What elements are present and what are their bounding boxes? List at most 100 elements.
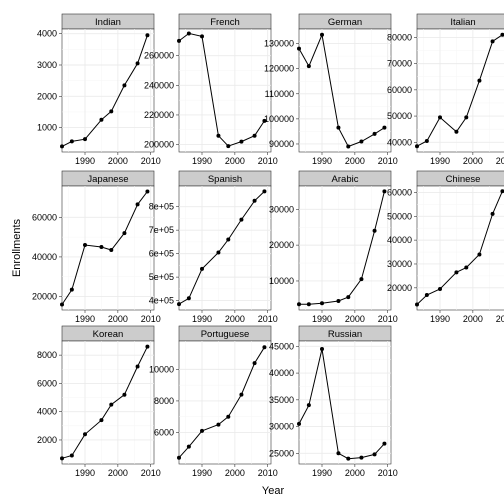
data-point-italian <box>464 115 469 120</box>
x-tick-label: 2010 <box>258 468 278 478</box>
x-tick-label: 1990 <box>312 468 332 478</box>
strip-label-italian: Italian <box>450 17 475 28</box>
data-point-german <box>336 125 341 130</box>
panel-german: German 1990 2000 2010 90000 100000 110000 12000… <box>264 13 398 166</box>
plot-area-indian <box>61 28 155 153</box>
y-tick-label: 40000 <box>387 137 412 147</box>
data-point-arabic <box>346 295 351 300</box>
data-point-japanese <box>122 231 127 236</box>
x-tick-label: 2010 <box>496 156 504 166</box>
x-tick-label: 1990 <box>192 156 212 166</box>
data-point-portuguese <box>216 422 221 427</box>
data-point-german <box>382 125 387 130</box>
data-point-indian <box>109 109 114 114</box>
x-tick-label: 1990 <box>312 156 332 166</box>
data-point-german <box>359 139 364 144</box>
y-tick-label: 40000 <box>269 368 294 378</box>
strip-label-russian: Russian <box>328 329 362 340</box>
data-point-chinese <box>415 302 419 307</box>
data-point-japanese <box>83 243 87 248</box>
data-point-spanish <box>216 250 221 255</box>
series-line-arabic <box>299 191 385 305</box>
panel-portuguese: Portuguese 1990 2000 2010 6000 8000 10000 <box>149 325 278 478</box>
data-point-korean <box>145 344 150 349</box>
y-tick-label: 45000 <box>269 341 294 351</box>
panel-italian: Italian 1990 2000 2010 40000 50000 60000 70000 8… <box>387 13 504 166</box>
y-tick-label: 3000 <box>37 60 57 70</box>
y-tick-label: 8000 <box>37 350 57 360</box>
data-point-arabic <box>306 302 311 307</box>
y-tick-label: 25000 <box>269 448 294 458</box>
x-tick-label: 2010 <box>496 314 504 324</box>
panel-korean: Korean 1990 2000 2010 2000 4000 6000 8000 <box>37 325 161 478</box>
data-point-korean <box>135 364 140 369</box>
data-point-korean <box>60 456 64 461</box>
series-line-italian <box>416 34 503 147</box>
x-tick-label: 2010 <box>141 156 161 166</box>
strip-label-chinese: Chinese <box>446 174 481 185</box>
data-point-italian <box>490 39 495 44</box>
data-point-russian <box>306 403 311 408</box>
x-tick-label: 2010 <box>258 314 278 324</box>
data-point-french <box>186 31 191 36</box>
panels: Indian 1990 2000 2010 1000 2000 3000 4000 French… <box>32 13 504 478</box>
plot-area-arabic <box>298 185 392 311</box>
strip-label-japanese: Japanese <box>87 174 128 185</box>
y-tick-label: 240000 <box>144 80 174 90</box>
data-point-indian <box>60 144 64 149</box>
data-point-german <box>372 131 377 136</box>
y-tick-label: 4e+05 <box>149 296 174 306</box>
strip-label-indian: Indian <box>95 17 121 28</box>
data-point-korean <box>109 402 114 407</box>
panel-indian: Indian 1990 2000 2010 1000 2000 3000 4000 <box>37 13 161 166</box>
data-point-indian <box>99 117 104 122</box>
x-tick-label: 2000 <box>345 468 365 478</box>
data-point-korean <box>99 418 104 423</box>
y-tick-label: 10000 <box>149 364 174 374</box>
x-tick-label: 2010 <box>141 468 161 478</box>
data-point-italian <box>438 115 442 120</box>
data-point-chinese <box>464 265 469 270</box>
data-point-german <box>346 144 351 149</box>
data-point-arabic <box>372 228 377 233</box>
y-tick-label: 90000 <box>269 139 294 149</box>
data-point-chinese <box>500 189 504 194</box>
panel-russian: Russian 1990 2000 2010 25000 30000 35000 40000 4… <box>269 325 398 478</box>
y-tick-label: 10000 <box>269 276 294 286</box>
x-tick-label: 2000 <box>345 314 365 324</box>
y-tick-label: 6000 <box>37 378 57 388</box>
y-tick-label: 20000 <box>32 292 57 302</box>
y-tick-label: 30000 <box>387 259 412 269</box>
y-tick-label: 80000 <box>387 32 412 42</box>
series-line-german <box>298 33 385 148</box>
data-point-japanese <box>99 245 104 250</box>
x-tick-label: 2000 <box>108 314 128 324</box>
data-point-italian <box>415 144 419 149</box>
data-point-russian <box>346 456 351 461</box>
data-point-korean <box>83 432 87 437</box>
y-axis-title: Enrollments <box>11 218 23 277</box>
data-point-japanese <box>135 202 140 207</box>
data-point-spanish <box>186 296 191 301</box>
x-tick-label: 2000 <box>225 468 245 478</box>
y-tick-label: 30000 <box>269 204 294 214</box>
x-tick-label: 2010 <box>378 468 398 478</box>
y-tick-label: 130000 <box>264 39 294 49</box>
y-tick-label: 60000 <box>387 187 412 197</box>
data-point-korean <box>122 392 127 397</box>
data-point-chinese <box>438 287 442 292</box>
data-point-portuguese <box>226 414 231 419</box>
y-tick-label: 5e+05 <box>149 272 174 282</box>
series-line-chinese <box>416 191 503 305</box>
x-tick-label: 1990 <box>312 314 332 324</box>
data-point-german <box>297 46 301 51</box>
plot-area-french <box>178 28 272 153</box>
panel-japanese: Japanese 1990 2000 2010 20000 40000 60000 <box>32 170 161 324</box>
x-axis-title: Year <box>262 485 285 497</box>
y-tick-label: 8000 <box>154 396 174 406</box>
data-point-russian <box>382 441 387 446</box>
strip-label-french: French <box>210 17 240 28</box>
data-point-japanese <box>69 287 74 292</box>
panel-french: French 1990 2000 2010 200000 220000 240000 2600… <box>144 13 278 166</box>
data-point-russian <box>297 421 301 426</box>
